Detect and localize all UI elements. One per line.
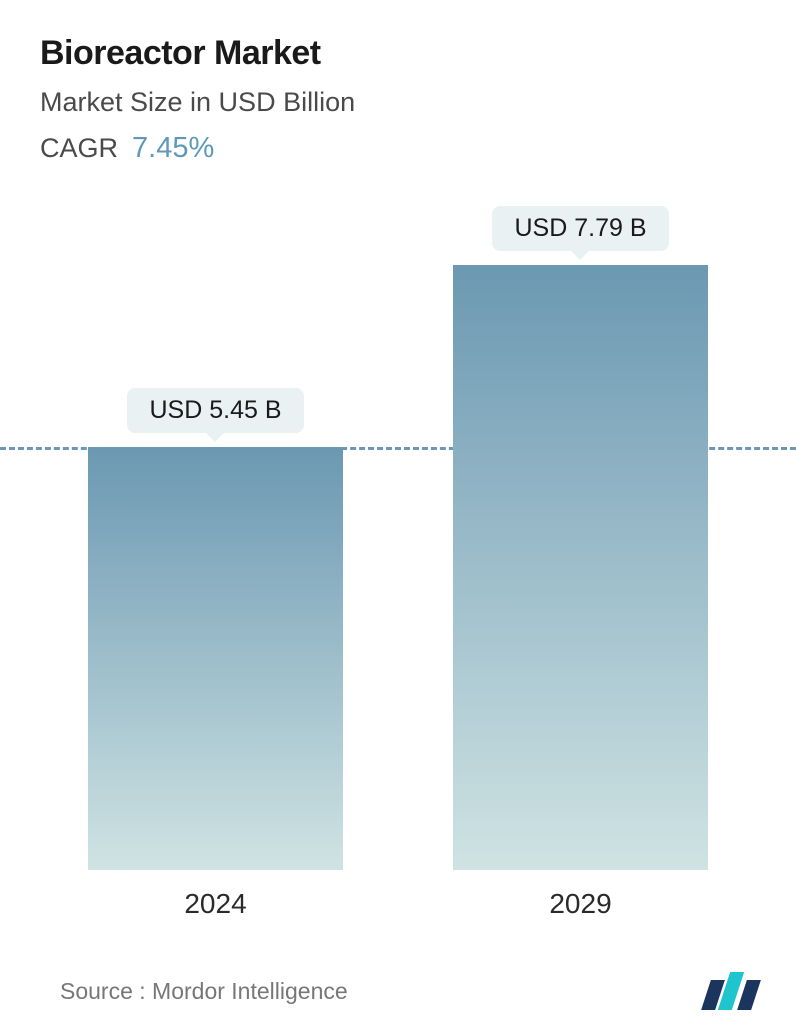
cagr-row: CAGR 7.45%	[40, 132, 756, 165]
bar-2029: USD 7.79 B 2029	[453, 265, 708, 870]
x-label-2024: 2024	[184, 888, 246, 920]
value-pill-2029: USD 7.79 B	[492, 206, 668, 251]
bar-rect-2029	[453, 265, 708, 870]
page-subtitle: Market Size in USD Billion	[40, 87, 756, 118]
bar-rect-2024	[88, 447, 343, 870]
value-pill-2024: USD 5.45 B	[127, 388, 303, 433]
bar-2024: USD 5.45 B 2024	[88, 447, 343, 870]
cagr-label: CAGR	[40, 133, 118, 164]
logo-bar-3	[737, 980, 761, 1010]
chart-area: USD 5.45 B 2024 USD 7.79 B 2029	[0, 210, 796, 930]
chart-container: Bioreactor Market Market Size in USD Bil…	[0, 0, 796, 1034]
bars-group: USD 5.45 B 2024 USD 7.79 B 2029	[0, 210, 796, 870]
brand-logo-icon	[706, 972, 756, 1010]
x-label-2029: 2029	[549, 888, 611, 920]
cagr-value: 7.45%	[132, 132, 214, 165]
page-title: Bioreactor Market	[40, 34, 756, 73]
source-text: Source : Mordor Intelligence	[60, 978, 348, 1005]
footer: Source : Mordor Intelligence	[60, 972, 756, 1010]
